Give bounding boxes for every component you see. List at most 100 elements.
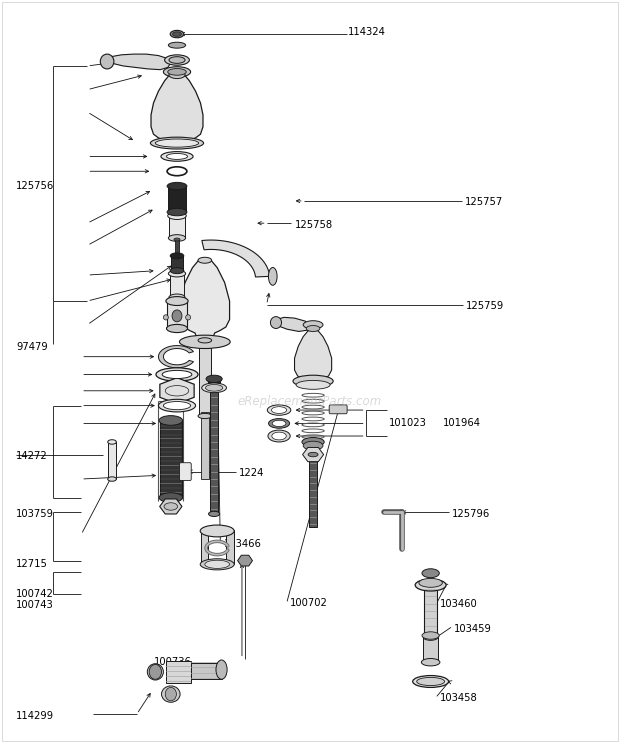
Text: 1224: 1224 bbox=[239, 468, 264, 478]
Text: 125796: 125796 bbox=[452, 509, 490, 519]
Bar bbox=[160, 421, 182, 498]
Bar bbox=[201, 412, 208, 479]
Bar bbox=[190, 663, 221, 679]
Ellipse shape bbox=[422, 658, 440, 666]
Ellipse shape bbox=[200, 525, 234, 537]
Ellipse shape bbox=[206, 375, 222, 383]
Text: 101023: 101023 bbox=[389, 418, 427, 429]
Bar bbox=[423, 635, 438, 662]
Ellipse shape bbox=[169, 71, 185, 79]
Polygon shape bbox=[294, 331, 332, 381]
Ellipse shape bbox=[159, 493, 182, 502]
Ellipse shape bbox=[198, 338, 211, 343]
Polygon shape bbox=[105, 54, 171, 70]
Circle shape bbox=[166, 687, 176, 701]
Ellipse shape bbox=[161, 152, 193, 161]
Ellipse shape bbox=[148, 663, 164, 680]
Polygon shape bbox=[151, 75, 203, 143]
Ellipse shape bbox=[170, 267, 184, 273]
Ellipse shape bbox=[302, 438, 324, 447]
Ellipse shape bbox=[167, 208, 187, 215]
Ellipse shape bbox=[293, 375, 333, 387]
Bar bbox=[198, 340, 211, 416]
Ellipse shape bbox=[172, 32, 181, 36]
Text: 103466: 103466 bbox=[223, 539, 261, 548]
Text: 125757: 125757 bbox=[464, 198, 503, 207]
Ellipse shape bbox=[198, 257, 211, 263]
Polygon shape bbox=[180, 260, 229, 342]
Ellipse shape bbox=[272, 421, 286, 426]
Bar bbox=[108, 442, 116, 479]
Ellipse shape bbox=[296, 380, 330, 389]
Ellipse shape bbox=[413, 675, 448, 687]
Bar bbox=[166, 661, 190, 683]
Bar bbox=[208, 378, 220, 388]
Ellipse shape bbox=[170, 30, 184, 38]
Ellipse shape bbox=[164, 315, 169, 320]
Bar bbox=[170, 273, 184, 297]
Text: 103759: 103759 bbox=[16, 509, 54, 519]
Ellipse shape bbox=[108, 477, 117, 481]
Ellipse shape bbox=[159, 415, 182, 425]
Polygon shape bbox=[303, 447, 324, 461]
Ellipse shape bbox=[198, 413, 211, 418]
Ellipse shape bbox=[268, 418, 290, 428]
Ellipse shape bbox=[169, 56, 185, 63]
Ellipse shape bbox=[422, 632, 440, 639]
Polygon shape bbox=[160, 499, 182, 514]
Text: 100742: 100742 bbox=[16, 589, 54, 599]
Text: 12715: 12715 bbox=[16, 559, 48, 569]
Ellipse shape bbox=[422, 569, 440, 577]
Circle shape bbox=[149, 664, 162, 679]
Ellipse shape bbox=[169, 42, 185, 48]
Ellipse shape bbox=[162, 686, 180, 702]
Ellipse shape bbox=[167, 154, 187, 160]
Ellipse shape bbox=[100, 54, 114, 69]
Bar bbox=[200, 531, 208, 565]
Ellipse shape bbox=[415, 579, 446, 591]
Ellipse shape bbox=[156, 368, 198, 381]
Ellipse shape bbox=[179, 335, 230, 348]
Bar bbox=[210, 386, 218, 513]
Ellipse shape bbox=[164, 67, 190, 77]
Ellipse shape bbox=[164, 401, 190, 409]
Ellipse shape bbox=[205, 384, 223, 391]
Ellipse shape bbox=[170, 253, 184, 259]
Ellipse shape bbox=[162, 371, 192, 378]
Text: 101964: 101964 bbox=[443, 418, 481, 429]
Ellipse shape bbox=[151, 137, 203, 149]
Ellipse shape bbox=[164, 503, 177, 510]
Text: 125758: 125758 bbox=[294, 220, 333, 230]
Ellipse shape bbox=[168, 212, 186, 219]
Text: eReplacementParts.com: eReplacementParts.com bbox=[238, 395, 382, 408]
Ellipse shape bbox=[303, 321, 323, 329]
Ellipse shape bbox=[169, 294, 185, 301]
Bar bbox=[169, 186, 185, 212]
Ellipse shape bbox=[417, 678, 445, 686]
Ellipse shape bbox=[303, 441, 323, 450]
Ellipse shape bbox=[267, 405, 291, 415]
Ellipse shape bbox=[268, 267, 277, 285]
Text: 100736: 100736 bbox=[154, 658, 192, 667]
Ellipse shape bbox=[308, 452, 318, 457]
Ellipse shape bbox=[306, 325, 320, 331]
Text: 100702: 100702 bbox=[290, 598, 328, 608]
Ellipse shape bbox=[166, 296, 188, 305]
FancyBboxPatch shape bbox=[179, 463, 191, 481]
Text: 114324: 114324 bbox=[348, 27, 386, 37]
Text: 97479: 97479 bbox=[16, 342, 48, 352]
Bar bbox=[167, 301, 187, 328]
Ellipse shape bbox=[205, 560, 229, 568]
Text: 103458: 103458 bbox=[440, 692, 477, 703]
FancyBboxPatch shape bbox=[329, 405, 347, 414]
Bar bbox=[309, 457, 317, 528]
Text: 100743: 100743 bbox=[16, 600, 54, 610]
Ellipse shape bbox=[272, 432, 286, 440]
Ellipse shape bbox=[169, 235, 185, 241]
Bar bbox=[172, 256, 182, 270]
Ellipse shape bbox=[174, 238, 180, 241]
Bar bbox=[425, 585, 437, 637]
Polygon shape bbox=[160, 377, 194, 404]
Polygon shape bbox=[237, 555, 252, 566]
Ellipse shape bbox=[268, 430, 290, 442]
